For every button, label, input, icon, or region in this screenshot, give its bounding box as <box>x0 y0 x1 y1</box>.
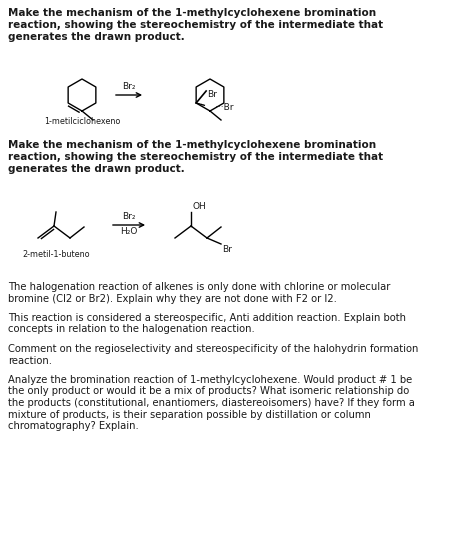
Text: mixture of products, is their separation possible by distillation or column: mixture of products, is their separation… <box>8 409 371 420</box>
Text: concepts in relation to the halogenation reaction.: concepts in relation to the halogenation… <box>8 325 255 334</box>
Text: reaction, showing the stereochemistry of the intermediate that: reaction, showing the stereochemistry of… <box>8 20 383 30</box>
Text: generates the drawn product.: generates the drawn product. <box>8 32 185 42</box>
Text: Br: Br <box>222 245 232 254</box>
Text: The halogenation reaction of alkenes is only done with chlorine or molecular: The halogenation reaction of alkenes is … <box>8 282 391 292</box>
Text: bromine (Cl2 or Br2). Explain why they are not done with F2 or I2.: bromine (Cl2 or Br2). Explain why they a… <box>8 294 337 303</box>
Text: 2-metil-1-buteno: 2-metil-1-buteno <box>22 250 90 259</box>
Text: Make the mechanism of the 1-methylcyclohexene bromination: Make the mechanism of the 1-methylcycloh… <box>8 8 376 18</box>
Text: This reaction is considered a stereospecific, Anti addition reaction. Explain bo: This reaction is considered a stereospec… <box>8 313 406 323</box>
Text: Make the mechanism of the 1-methylcyclohexene bromination: Make the mechanism of the 1-methylcycloh… <box>8 140 376 150</box>
Text: 1-metilciclohexeno: 1-metilciclohexeno <box>44 117 120 126</box>
Text: chromatography? Explain.: chromatography? Explain. <box>8 421 139 431</box>
Text: Analyze the bromination reaction of 1-methylcyclohexene. Would product # 1 be: Analyze the bromination reaction of 1-me… <box>8 375 412 385</box>
Text: H₂O: H₂O <box>120 227 137 236</box>
Text: Br: Br <box>207 90 217 99</box>
Text: Br₂: Br₂ <box>122 212 136 221</box>
Text: Comment on the regioselectivity and stereospecificity of the halohydrin formatio: Comment on the regioselectivity and ster… <box>8 344 419 354</box>
Text: reaction.: reaction. <box>8 355 52 366</box>
Text: ···Br: ···Br <box>215 104 234 112</box>
Text: generates the drawn product.: generates the drawn product. <box>8 164 185 174</box>
Text: the only product or would it be a mix of products? What isomeric relationship do: the only product or would it be a mix of… <box>8 387 409 396</box>
Text: OH: OH <box>193 202 207 211</box>
Text: reaction, showing the stereochemistry of the intermediate that: reaction, showing the stereochemistry of… <box>8 152 383 162</box>
Text: Br₂: Br₂ <box>122 82 136 91</box>
Text: the products (constitutional, enantiomers, diastereoisomers) have? If they form : the products (constitutional, enantiomer… <box>8 398 415 408</box>
